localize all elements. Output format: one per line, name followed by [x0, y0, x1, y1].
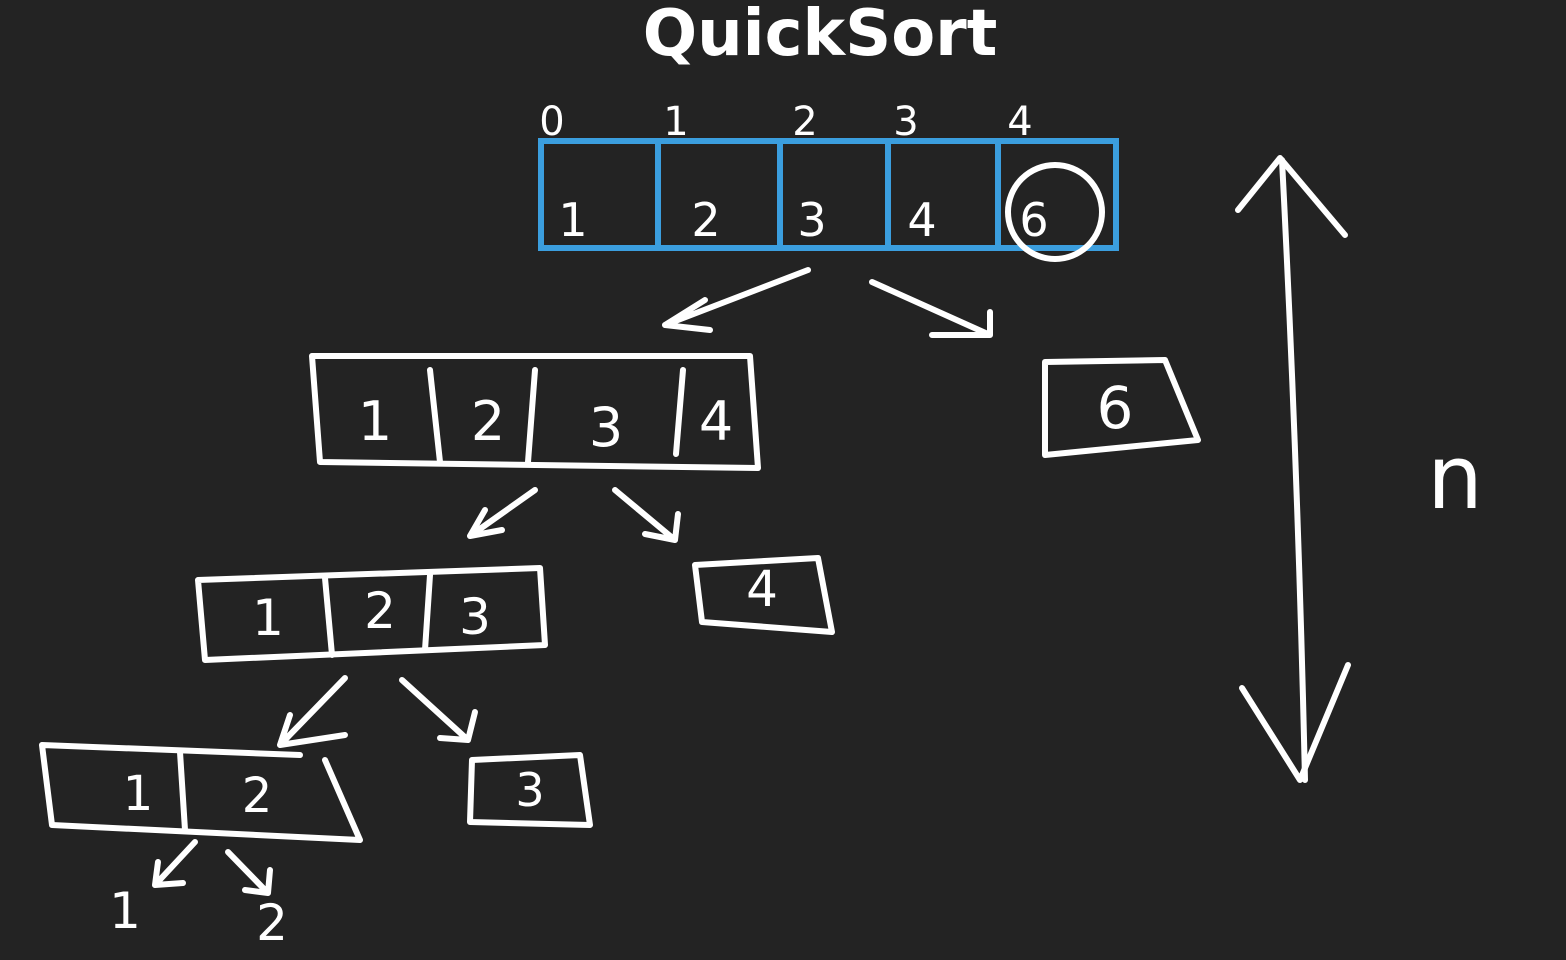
root-array: 0 1 2 3 4 1 2 3 4 6 [538, 99, 1119, 262]
root-arrows [662, 267, 993, 338]
level3-arrows [152, 839, 273, 896]
depth-arrow-head-up [1235, 155, 1348, 238]
root-value: 4 [907, 193, 936, 247]
level3-divider [177, 749, 188, 833]
level2-left-value: 3 [459, 588, 491, 646]
level2-divider [322, 575, 335, 658]
level3-left-outline [39, 742, 363, 843]
level2-right-box: 4 [692, 555, 835, 635]
level3-right-box: 3 [467, 752, 593, 828]
level1-left-array: 1 2 3 4 [309, 353, 761, 471]
arrow-right [612, 487, 681, 543]
depth-label: n [1427, 426, 1483, 529]
leaf-value: 2 [256, 894, 288, 952]
level3-right-value: 3 [515, 763, 544, 817]
level1-divider [525, 367, 538, 465]
arrow-left [662, 267, 811, 333]
root-array-outline [538, 138, 1119, 251]
diagram-title: QuickSort [643, 0, 998, 71]
level1-left-value: 4 [699, 390, 733, 453]
root-index: 3 [893, 99, 918, 145]
level3-left-value: 1 [123, 766, 154, 822]
level2-right-outline [692, 555, 835, 635]
level1-left-outline [309, 353, 761, 471]
level3-right-outline [467, 752, 593, 828]
depth-arrow-head-down [1239, 662, 1351, 783]
root-index: 4 [1007, 99, 1032, 145]
level1-left-value: 3 [589, 396, 623, 459]
level2-left-value: 1 [252, 589, 284, 647]
level1-left-value: 2 [471, 390, 505, 453]
level2-right-value: 4 [746, 560, 778, 618]
level1-right-box: 6 [1042, 357, 1201, 458]
arrow-right [225, 849, 273, 896]
level2-arrows [277, 675, 478, 748]
root-index: 1 [663, 99, 688, 145]
level2-left-array: 1 2 3 [195, 565, 548, 663]
arrow-right [869, 279, 993, 338]
depth-arrow-shaft [1279, 157, 1308, 783]
level1-divider [427, 367, 443, 465]
level3-left-value: 2 [242, 768, 273, 824]
root-value: 3 [797, 193, 826, 247]
leaf-value: 1 [109, 882, 141, 940]
level1-right-outline [1042, 357, 1201, 458]
level1-divider [673, 367, 686, 457]
root-value: 2 [691, 193, 720, 247]
level2-left-value: 2 [364, 582, 396, 640]
level2-divider [422, 572, 433, 653]
arrow-right [399, 677, 478, 743]
root-value: 6 [1019, 193, 1048, 247]
arrow-left [152, 839, 198, 888]
level1-left-value: 1 [358, 390, 392, 453]
root-value: 1 [558, 193, 587, 247]
pivot-circle [1005, 162, 1105, 262]
depth-double-arrow [1235, 155, 1351, 783]
level3-left-array: 1 2 [39, 742, 363, 843]
root-index: 0 [539, 99, 564, 145]
level1-arrows [467, 487, 681, 543]
level1-right-value: 6 [1097, 374, 1134, 442]
arrow-left [467, 487, 538, 539]
arrow-left [277, 675, 348, 748]
level2-left-outline [195, 565, 548, 663]
root-index: 2 [792, 99, 817, 145]
